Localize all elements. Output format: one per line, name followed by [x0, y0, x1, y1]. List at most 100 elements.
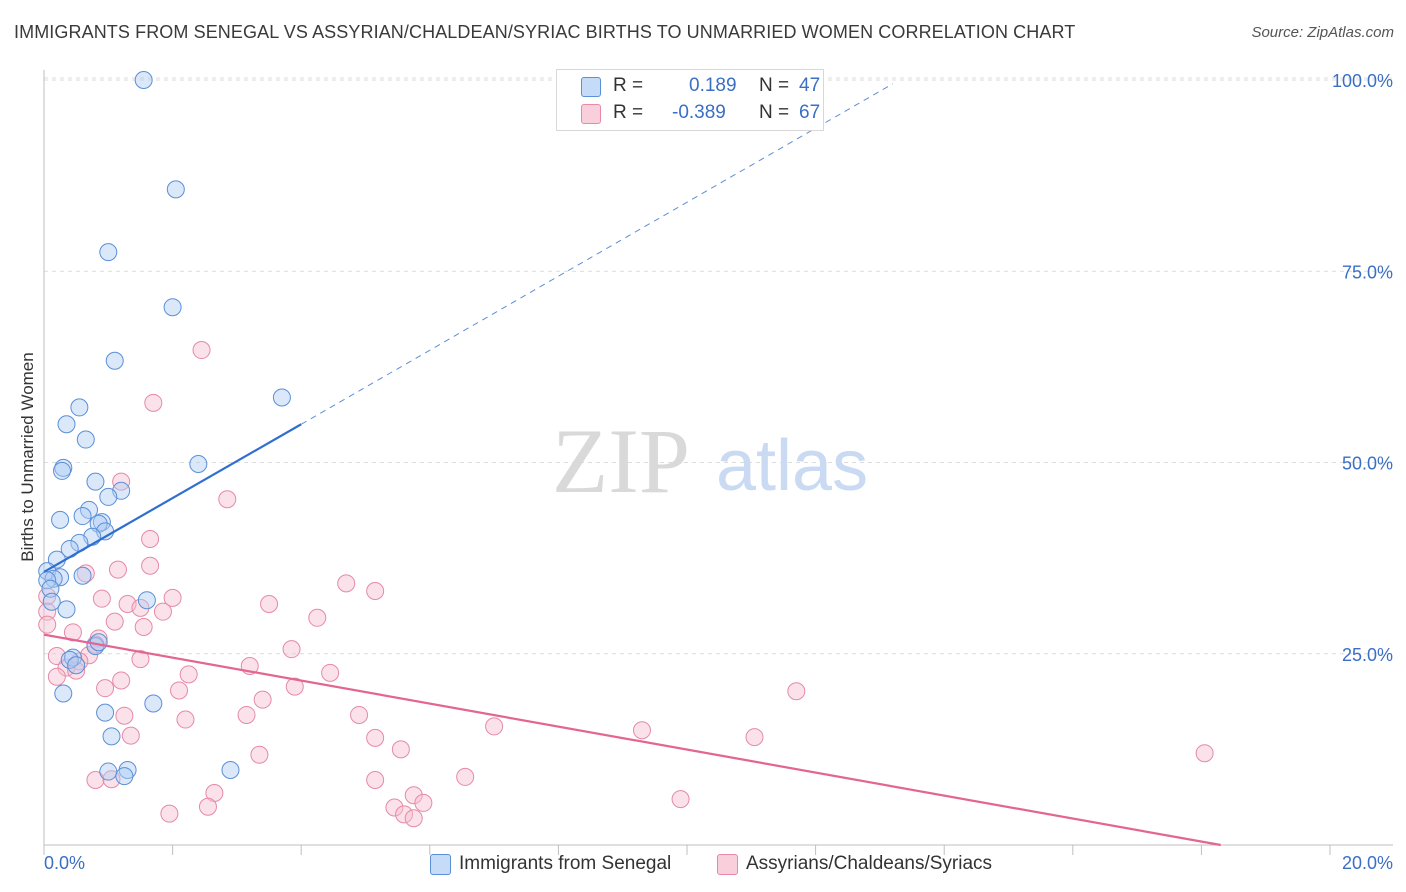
data-point-senegal — [166, 180, 185, 199]
data-point-senegal — [221, 761, 240, 780]
data-point-assyrians — [395, 805, 414, 824]
data-point-assyrians — [385, 798, 404, 817]
data-point-assyrians — [108, 560, 127, 579]
legend-r-value: 0.189 — [689, 75, 737, 96]
data-point-senegal — [163, 298, 182, 317]
data-point-assyrians — [141, 556, 160, 575]
legend-r-label: R = — [613, 75, 644, 96]
data-point-senegal — [86, 472, 105, 491]
data-point-assyrians — [112, 472, 131, 491]
data-point-assyrians — [144, 393, 163, 412]
data-point-assyrians — [176, 710, 195, 729]
data-point-assyrians — [404, 786, 423, 805]
data-point-assyrians — [253, 690, 272, 709]
data-point-senegal — [73, 566, 92, 585]
trend-line-assyrians — [43, 633, 1221, 847]
data-point-senegal — [137, 591, 156, 610]
data-point-senegal — [105, 351, 124, 370]
data-point-senegal — [70, 398, 89, 417]
data-point-assyrians — [366, 582, 385, 601]
data-point-senegal — [102, 727, 121, 746]
data-point-assyrians — [96, 679, 115, 698]
legend-swatch-blue — [581, 77, 601, 97]
data-point-assyrians — [632, 721, 651, 740]
data-point-senegal — [96, 703, 115, 722]
data-point-senegal — [144, 694, 163, 713]
data-point-assyrians — [131, 650, 150, 669]
legend-n-value: 47 — [799, 75, 821, 96]
data-point-assyrians — [350, 705, 369, 724]
data-point-senegal — [57, 600, 76, 619]
data-point-assyrians — [321, 663, 340, 682]
y-tick-label: 75.0% — [1342, 262, 1393, 282]
data-point-assyrians — [218, 490, 237, 509]
data-point-assyrians — [366, 728, 385, 747]
bottom-legend-label: Assyrians/Chaldeans/Syriacs — [746, 853, 993, 874]
y-tick-label: 50.0% — [1342, 454, 1393, 474]
data-point-assyrians — [170, 681, 189, 700]
data-point-assyrians — [131, 598, 150, 617]
data-point-senegal — [67, 656, 86, 675]
data-point-senegal — [189, 455, 208, 474]
y-axis-title: Births to Unmarried Women — [18, 352, 37, 561]
legend: R = 0.189 N = 47 R = -0.389 N = 67 — [556, 69, 824, 131]
data-point-assyrians — [198, 797, 217, 816]
data-point-senegal — [99, 243, 118, 262]
data-point-senegal — [73, 507, 92, 526]
data-point-assyrians — [337, 574, 356, 593]
data-point-assyrians — [179, 665, 198, 684]
source-label: Source: ZipAtlas.com — [1251, 24, 1394, 41]
data-point-assyrians — [47, 667, 66, 686]
legend-swatch-pink — [581, 104, 601, 124]
bottom-legend-swatch-pink — [717, 854, 738, 875]
data-point-senegal — [99, 487, 118, 506]
tick-labels: 25.0% 50.0% 75.0% 100.0% 0.0% 20.0% — [44, 71, 1393, 873]
watermark-zip: ZIP — [552, 410, 690, 512]
data-point-senegal — [57, 415, 76, 434]
data-point-senegal — [44, 569, 63, 588]
legend-r-value: -0.389 — [672, 102, 726, 123]
data-point-senegal — [272, 388, 291, 407]
series-assyrians-points — [38, 341, 1214, 828]
data-point-assyrians — [1195, 744, 1214, 763]
legend-n-label: N = — [759, 102, 790, 123]
legend-n-label: N = — [759, 75, 790, 96]
legend-n-value: 67 — [799, 102, 821, 123]
y-tick-label: 100.0% — [1332, 71, 1393, 91]
data-point-assyrians — [153, 602, 172, 621]
data-point-assyrians — [86, 770, 105, 789]
data-point-assyrians — [250, 745, 269, 764]
data-point-senegal — [99, 762, 118, 781]
data-point-senegal — [42, 592, 61, 611]
data-point-assyrians — [160, 804, 179, 823]
watermark-atlas: atlas — [716, 426, 868, 506]
data-point-senegal — [134, 71, 153, 89]
data-point-assyrians — [456, 767, 475, 786]
data-point-senegal — [115, 767, 134, 786]
trend-line-senegal-extension — [300, 83, 894, 425]
chart-title: IMMIGRANTS FROM SENEGAL VS ASSYRIAN/CHAL… — [14, 22, 1076, 42]
data-point-senegal — [54, 458, 73, 477]
data-point-assyrians — [38, 602, 57, 621]
data-point-assyrians — [121, 726, 140, 745]
data-point-assyrians — [92, 589, 111, 608]
data-point-assyrians — [115, 706, 134, 725]
data-point-assyrians — [260, 595, 279, 614]
bottom-legend: Immigrants from Senegal Assyrians/Chalde… — [0, 852, 1406, 878]
data-point-assyrians — [404, 809, 423, 828]
trend-line-senegal — [43, 423, 302, 573]
data-point-assyrians — [76, 564, 95, 583]
data-point-assyrians — [134, 617, 153, 636]
data-point-assyrians — [105, 612, 124, 631]
data-point-senegal — [76, 430, 95, 449]
data-point-senegal — [89, 514, 108, 533]
data-point-senegal — [51, 510, 70, 529]
data-point-assyrians — [163, 588, 182, 607]
data-point-assyrians — [787, 682, 806, 701]
x-tick-label: 0.0% — [44, 853, 85, 873]
data-point-assyrians — [308, 608, 327, 627]
legend-r-label: R = — [613, 102, 644, 123]
data-point-assyrians — [192, 341, 211, 360]
series-senegal-points — [38, 71, 291, 786]
